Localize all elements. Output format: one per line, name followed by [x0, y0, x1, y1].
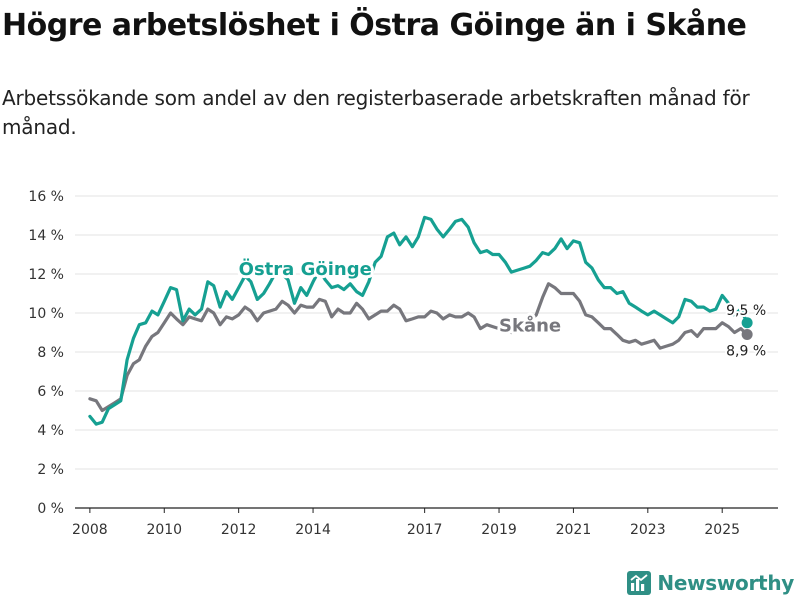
x-tick-label: 2014 — [295, 522, 331, 538]
series-label-ostra-goinge: Östra Göinge — [239, 258, 372, 280]
y-tick-label: 0 % — [37, 501, 64, 517]
x-tick-label: 2010 — [146, 522, 182, 538]
y-tick-label: 10 % — [28, 306, 64, 322]
x-tick-label: 2012 — [221, 522, 257, 538]
end-value-label-ostra-goinge: 9,5 % — [726, 303, 766, 319]
y-tick-label: 14 % — [28, 228, 64, 244]
x-tick-label: 2017 — [407, 522, 443, 538]
series-labels: Östra Göinge Skåne 9,5 % 8,9 % — [236, 255, 768, 361]
brand-footer: Newsworthy — [627, 571, 794, 595]
x-axis-ticks: 2008 2010 2012 2014 2017 2019 2021 2023 2025 — [72, 508, 740, 538]
x-tick-label: 2021 — [556, 522, 592, 538]
series-end-point-skane — [741, 328, 753, 340]
series-label-skane: Skåne — [499, 315, 561, 337]
y-tick-label: 2 % — [37, 462, 64, 478]
chart-subtitle: Arbetssökande som andel av den registerb… — [2, 86, 750, 139]
brand-name: Newsworthy — [657, 571, 794, 595]
x-tick-label: 2025 — [704, 522, 740, 538]
y-tick-label: 6 % — [37, 384, 64, 400]
end-value-label-skane: 8,9 % — [726, 343, 766, 359]
chart-title: Högre arbetslöshet i Östra Göinge än i S… — [2, 8, 747, 43]
grid-lines — [75, 195, 778, 509]
y-tick-label: 8 % — [37, 345, 64, 361]
x-tick-label: 2008 — [72, 522, 108, 538]
series-end-point-ostra-goinge — [741, 317, 753, 329]
series-line-ostra-goinge — [88, 215, 749, 426]
series-line-skane — [88, 282, 749, 413]
x-tick-label: 2019 — [481, 522, 517, 538]
series-lines — [88, 215, 753, 426]
y-tick-label: 16 % — [28, 189, 64, 205]
y-tick-label: 12 % — [28, 267, 64, 283]
x-tick-label: 2023 — [630, 522, 666, 538]
newsworthy-logo-icon — [627, 571, 652, 595]
y-tick-label: 4 % — [37, 423, 64, 439]
y-axis-ticks: 0 % 2 % 4 % 6 % 8 % 10 % 12 % 14 % 16 % — [28, 189, 64, 517]
